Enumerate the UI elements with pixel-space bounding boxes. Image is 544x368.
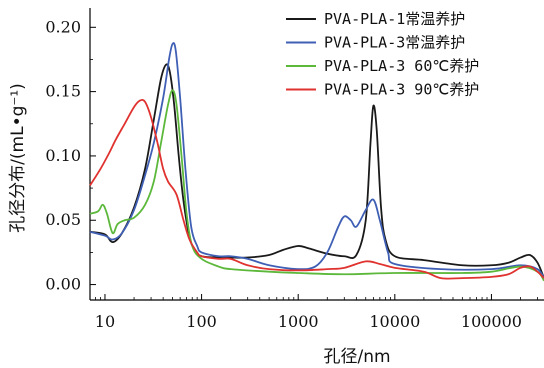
series-line-2 <box>89 42 544 279</box>
series-line-1 <box>89 63 544 279</box>
y-tick-label: 0.05 <box>45 210 81 229</box>
series-line-4 <box>89 98 544 280</box>
series-line-3 <box>89 89 544 282</box>
series-lines <box>89 42 544 282</box>
axes: 10 100 1000 10000 100000 0.00 0.05 0.10 0.15 0.20… <box>8 8 544 367</box>
legend-label-2: PVA-PLA-3常温养护 <box>324 34 465 52</box>
y-axis-title: 孔径分布/(mL•g⁻¹) <box>8 83 28 233</box>
y-tick-label: 0.15 <box>45 82 81 101</box>
legend-label-4: PVA-PLA-3 90℃养护 <box>324 81 479 99</box>
y-tick-label: 0.20 <box>45 17 81 36</box>
x-tick-label: 10000 <box>369 312 420 331</box>
legend-label-3: PVA-PLA-3 60℃养护 <box>324 57 479 75</box>
y-tick-label: 0.00 <box>45 275 81 294</box>
x-axis-title: 孔径/nm <box>323 347 390 367</box>
legend-label-1: PVA-PLA-1常温养护 <box>324 10 465 28</box>
y-tick-label: 0.10 <box>45 146 81 165</box>
legend: PVA-PLA-1常温养护 PVA-PLA-3常温养护 PVA-PLA-3 60℃养… <box>286 10 479 99</box>
x-tick-label: 100000 <box>461 312 522 331</box>
x-tick-label: 100 <box>186 312 217 331</box>
x-tick-label: 1000 <box>278 312 319 331</box>
x-tick-label: 10 <box>95 312 115 331</box>
